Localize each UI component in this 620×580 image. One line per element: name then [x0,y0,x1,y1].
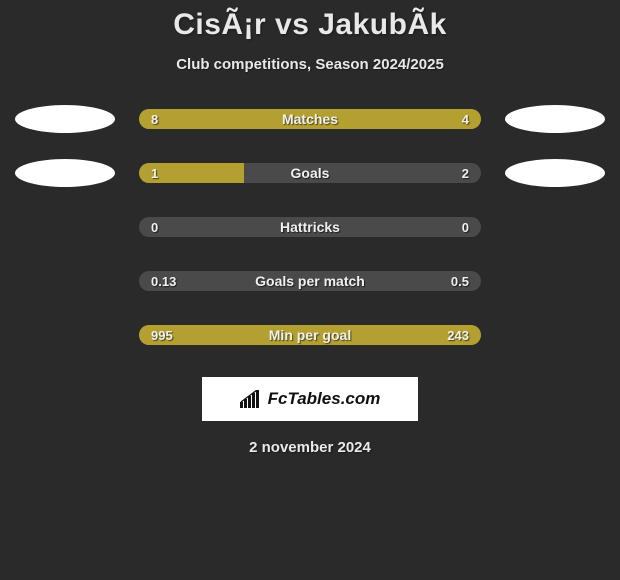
stat-bar: 8Matches4 [139,109,481,129]
comparison-widget: CisÃ¡r vs JakubÃ­k Club competitions, Se… [0,0,620,456]
stat-row: 1Goals2 [0,159,620,187]
stat-bar: 995Min per goal243 [139,325,481,345]
page-subtitle: Club competitions, Season 2024/2025 [0,56,620,73]
stat-row: 8Matches4 [0,105,620,133]
stat-label: Matches [139,109,481,129]
page-title: CisÃ¡r vs JakubÃ­k [0,8,620,42]
spacer [15,213,115,241]
spacer [15,267,115,295]
stat-value-right: 4 [462,109,469,129]
stat-label: Goals per match [139,271,481,291]
stat-bar: 0Hattricks0 [139,217,481,237]
branding-text: FcTables.com [268,389,381,409]
player-right-marker [505,105,605,133]
stat-bar: 1Goals2 [139,163,481,183]
spacer [505,321,605,349]
spacer [505,267,605,295]
spacer [505,213,605,241]
stat-row: 0Hattricks0 [0,213,620,241]
stat-bar: 0.13Goals per match0.5 [139,271,481,291]
stat-label: Goals [139,163,481,183]
stat-value-right: 0.5 [451,271,469,291]
stats-list: 8Matches4 1Goals2 0Hattricks0 0.13Goals per… [0,105,620,349]
stat-value-right: 243 [447,325,469,345]
stat-label: Min per goal [139,325,481,345]
stat-row: 995Min per goal243 [0,321,620,349]
player-left-marker [15,105,115,133]
player-left-marker [15,159,115,187]
spacer [15,321,115,349]
stat-value-right: 0 [462,217,469,237]
stat-value-right: 2 [462,163,469,183]
bar-chart-icon [240,390,262,408]
player-right-marker [505,159,605,187]
stat-row: 0.13Goals per match0.5 [0,267,620,295]
branding-badge[interactable]: FcTables.com [202,377,418,421]
footer-date: 2 november 2024 [0,439,620,456]
stat-label: Hattricks [139,217,481,237]
